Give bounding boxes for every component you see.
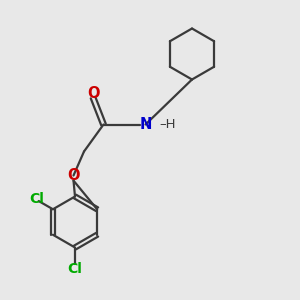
Text: Cl: Cl (68, 262, 82, 276)
Text: N: N (139, 117, 152, 132)
Text: Cl: Cl (30, 192, 45, 206)
Text: O: O (67, 168, 80, 183)
Text: –H: –H (160, 118, 176, 131)
Text: O: O (87, 85, 99, 100)
